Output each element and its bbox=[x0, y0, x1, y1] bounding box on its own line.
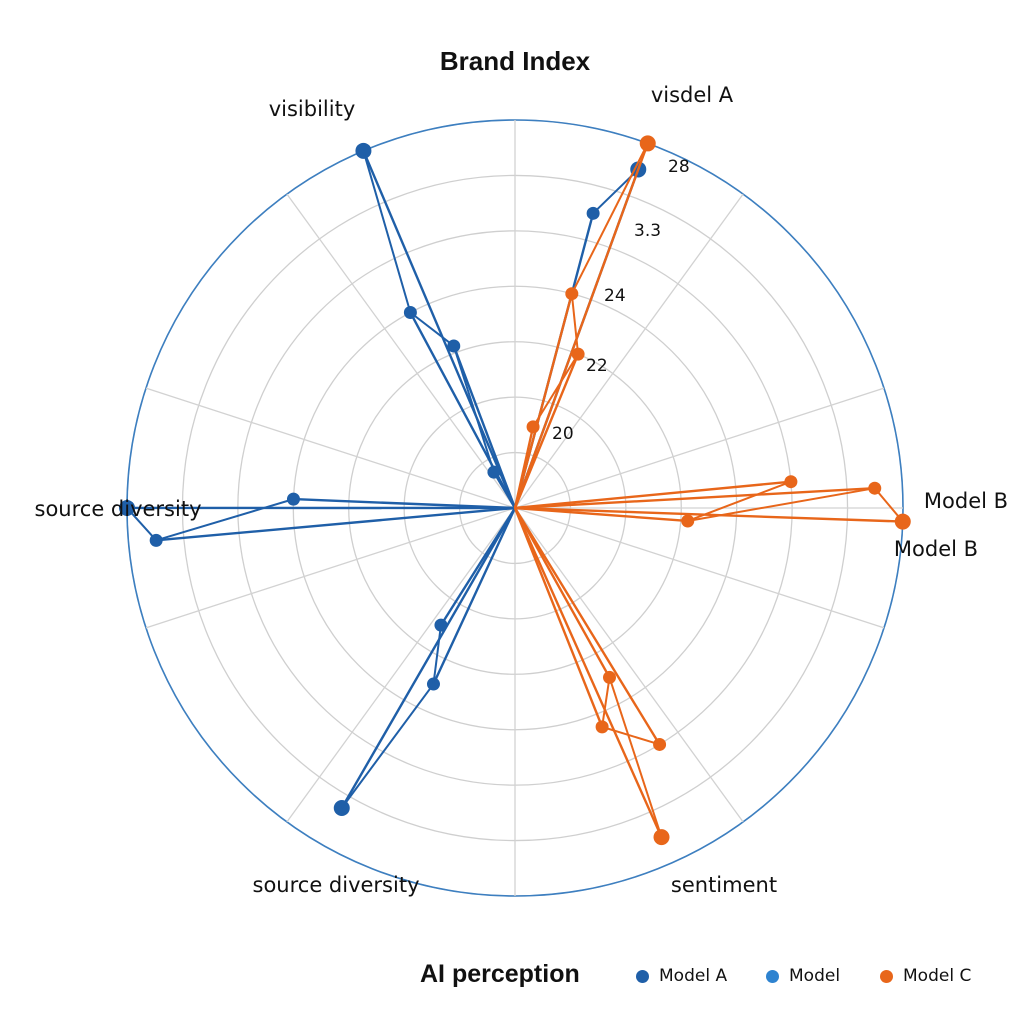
series-connector bbox=[601, 677, 611, 728]
series-line bbox=[439, 507, 517, 626]
legend-marker bbox=[766, 969, 779, 983]
tick-label: 24 bbox=[604, 286, 626, 306]
series-line bbox=[514, 486, 875, 510]
grid-spoke bbox=[514, 507, 744, 823]
series-line bbox=[513, 143, 649, 509]
series-connector bbox=[155, 498, 294, 542]
series-line bbox=[513, 507, 604, 728]
tick-label: 22 bbox=[586, 356, 608, 376]
data-point bbox=[784, 475, 798, 489]
legend-item-model: Model bbox=[766, 966, 840, 986]
axis-labels: visdel A Model B sentiment source diversity… bbox=[35, 83, 1009, 897]
data-point bbox=[526, 420, 540, 434]
series-connector bbox=[340, 683, 435, 809]
series-connector bbox=[432, 625, 442, 685]
series-line bbox=[432, 507, 517, 685]
legend-marker bbox=[880, 969, 893, 983]
series-connector bbox=[687, 480, 792, 522]
series-connector bbox=[873, 487, 904, 523]
series-line bbox=[513, 507, 611, 679]
data-point bbox=[586, 206, 600, 220]
series-connector bbox=[409, 311, 455, 347]
data-point bbox=[434, 618, 448, 632]
axis-label: sentiment bbox=[671, 873, 777, 897]
series-connector bbox=[452, 345, 495, 473]
grid-spoke bbox=[286, 193, 516, 509]
legend-title: AI perception bbox=[420, 960, 580, 988]
series-connector bbox=[570, 142, 649, 295]
legend-marker bbox=[636, 969, 649, 983]
series-line bbox=[513, 507, 661, 746]
data-point bbox=[653, 737, 667, 751]
series-line bbox=[156, 506, 516, 542]
grid-spoke bbox=[514, 193, 744, 509]
tick-label: 28 bbox=[668, 157, 690, 177]
series-line bbox=[340, 507, 517, 809]
series-line bbox=[514, 480, 792, 510]
series-line bbox=[293, 497, 516, 510]
axis-label: Model B bbox=[924, 489, 1008, 513]
axis-label: Model B bbox=[894, 537, 978, 561]
series-line bbox=[362, 150, 517, 509]
legend-label: Model A bbox=[659, 966, 728, 986]
data-point bbox=[487, 465, 501, 479]
series-line bbox=[514, 506, 903, 523]
axis-label: source diversity bbox=[253, 873, 420, 897]
chart-title: Brand Index bbox=[440, 46, 591, 76]
grid-spoke bbox=[514, 387, 885, 509]
series-line bbox=[513, 426, 535, 509]
series-line bbox=[452, 345, 517, 509]
legend: AI perception Model A Model Model C bbox=[0, 950, 1024, 1000]
series-connector bbox=[687, 487, 875, 522]
legend-item-model-a: Model A bbox=[636, 966, 727, 986]
grid-spoke bbox=[145, 387, 516, 509]
series-line bbox=[492, 471, 517, 509]
series-connector bbox=[601, 725, 660, 746]
axis-label: visdel A bbox=[651, 83, 734, 107]
grid-spoke bbox=[514, 507, 885, 629]
series-connector bbox=[570, 293, 580, 355]
data-point bbox=[286, 492, 300, 506]
tick-label: 20 bbox=[552, 424, 574, 444]
grid-spoke bbox=[145, 507, 516, 629]
axis-label: visibility bbox=[269, 97, 356, 121]
series-connector bbox=[608, 677, 663, 838]
series-line bbox=[513, 507, 663, 838]
series-connector bbox=[362, 150, 412, 313]
legend-label: Model C bbox=[903, 966, 972, 986]
series-line bbox=[514, 506, 688, 523]
series-line bbox=[513, 353, 580, 509]
grid-spoke bbox=[286, 507, 516, 823]
series-connector bbox=[126, 507, 157, 542]
legend-item-model-c: Model C bbox=[880, 966, 971, 986]
tick-label: 3.3 bbox=[634, 221, 661, 241]
series-line bbox=[513, 293, 573, 509]
series-layer bbox=[119, 135, 911, 846]
axis-label: source diversity bbox=[35, 497, 202, 521]
legend-label: Model bbox=[789, 966, 841, 986]
series-connector bbox=[532, 353, 579, 428]
